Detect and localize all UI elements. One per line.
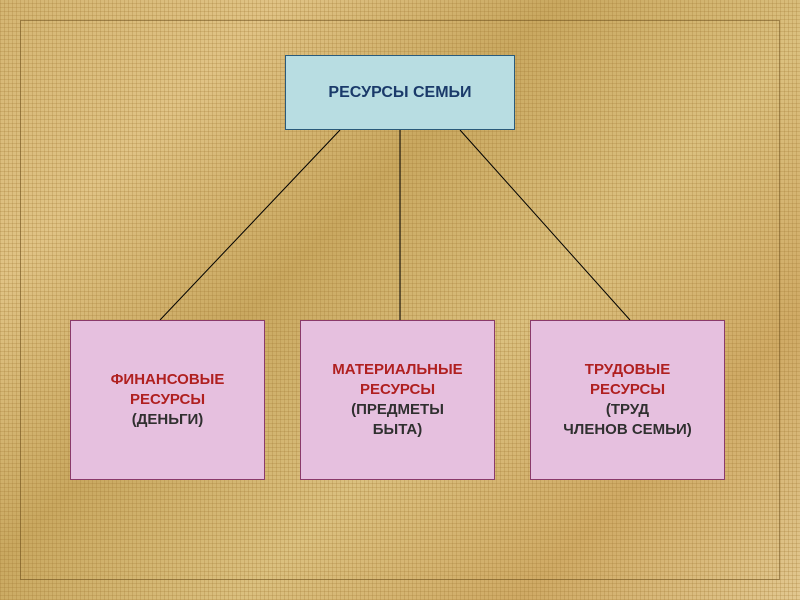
child-title-2: РЕСУРСЫ	[590, 380, 665, 400]
child-sub-2: ЧЛЕНОВ СЕМЬИ)	[563, 420, 691, 440]
child-sub: (ДЕНЬГИ)	[132, 410, 204, 430]
child-title: ТРУДОВЫЕ	[585, 360, 670, 380]
child-sub: (ТРУД	[606, 400, 649, 420]
child-sub: (ПРЕДМЕТЫ	[351, 400, 444, 420]
child-title: МАТЕРИАЛЬНЫЕ	[332, 360, 462, 380]
child-node-material: МАТЕРИАЛЬНЫЕ РЕСУРСЫ (ПРЕДМЕТЫ БЫТА)	[300, 320, 495, 480]
child-sub-2: БЫТА)	[373, 420, 423, 440]
child-node-financial: ФИНАНСОВЫЕ РЕСУРСЫ (ДЕНЬГИ)	[70, 320, 265, 480]
root-node: РЕСУРСЫ СЕМЬИ	[285, 55, 515, 130]
child-node-labor: ТРУДОВЫЕ РЕСУРСЫ (ТРУД ЧЛЕНОВ СЕМЬИ)	[530, 320, 725, 480]
child-title: ФИНАНСОВЫЕ	[111, 370, 225, 390]
child-title-2: РЕСУРСЫ	[130, 390, 205, 410]
root-label: РЕСУРСЫ СЕМЬИ	[328, 82, 471, 104]
child-title-2: РЕСУРСЫ	[360, 380, 435, 400]
